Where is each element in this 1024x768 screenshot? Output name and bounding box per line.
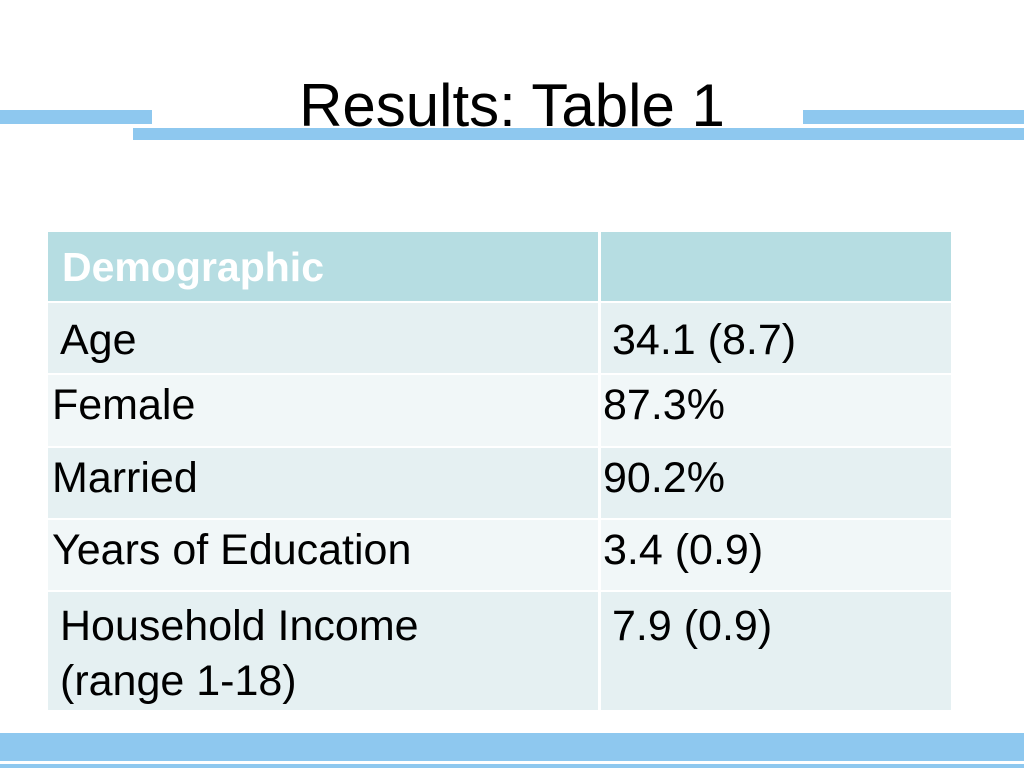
row-label: Female <box>52 381 196 429</box>
row-label-cell: Female <box>48 375 598 446</box>
row-label: Married <box>52 454 198 502</box>
table-row: Years of Education 3.4 (0.9) <box>48 520 951 590</box>
row-value-cell: 90.2% <box>601 448 951 518</box>
table-row: Age 34.1 (8.7) <box>48 303 951 373</box>
table-row: Female 87.3% <box>48 375 951 446</box>
results-table: Demographic Age 34.1 (8.7) Female 87.3% … <box>48 232 951 710</box>
decorative-bar-top-left <box>0 110 152 124</box>
row-value-cell: 3.4 (0.9) <box>601 520 951 590</box>
row-value-cell: 7.9 (0.9) <box>601 592 951 710</box>
decorative-bar-bottom <box>0 733 1024 761</box>
row-value-cell: 87.3% <box>601 375 951 446</box>
row-label-cell: Age <box>48 303 598 373</box>
table-header-row: Demographic <box>48 232 951 301</box>
row-label-cell: Years of Education <box>48 520 598 590</box>
row-value: 34.1 (8.7) <box>612 316 797 364</box>
table-row: Married 90.2% <box>48 448 951 518</box>
header-cell-demographic: Demographic <box>48 232 598 301</box>
header-cell-empty <box>601 232 951 301</box>
table-row: Household Income (range 1-18) 7.9 (0.9) <box>48 592 951 710</box>
row-value: 3.4 (0.9) <box>603 526 764 574</box>
row-value: 87.3% <box>603 381 725 429</box>
decorative-bar-bottom-thin <box>0 764 1024 768</box>
row-value: 7.9 (0.9) <box>612 602 773 650</box>
row-label-cell: Household Income (range 1-18) <box>48 592 598 710</box>
row-value-cell: 34.1 (8.7) <box>601 303 951 373</box>
row-label-cell: Married <box>48 448 598 518</box>
row-label: Years of Education <box>52 526 412 574</box>
row-value: 90.2% <box>603 454 725 502</box>
decorative-bar-underline <box>133 128 1024 140</box>
slide-title: Results: Table 1 <box>299 72 725 139</box>
row-label: Household Income (range 1-18) <box>60 602 419 705</box>
row-label: Age <box>60 316 137 364</box>
header-label: Demographic <box>62 244 324 290</box>
decorative-bar-top-right <box>803 110 1024 124</box>
